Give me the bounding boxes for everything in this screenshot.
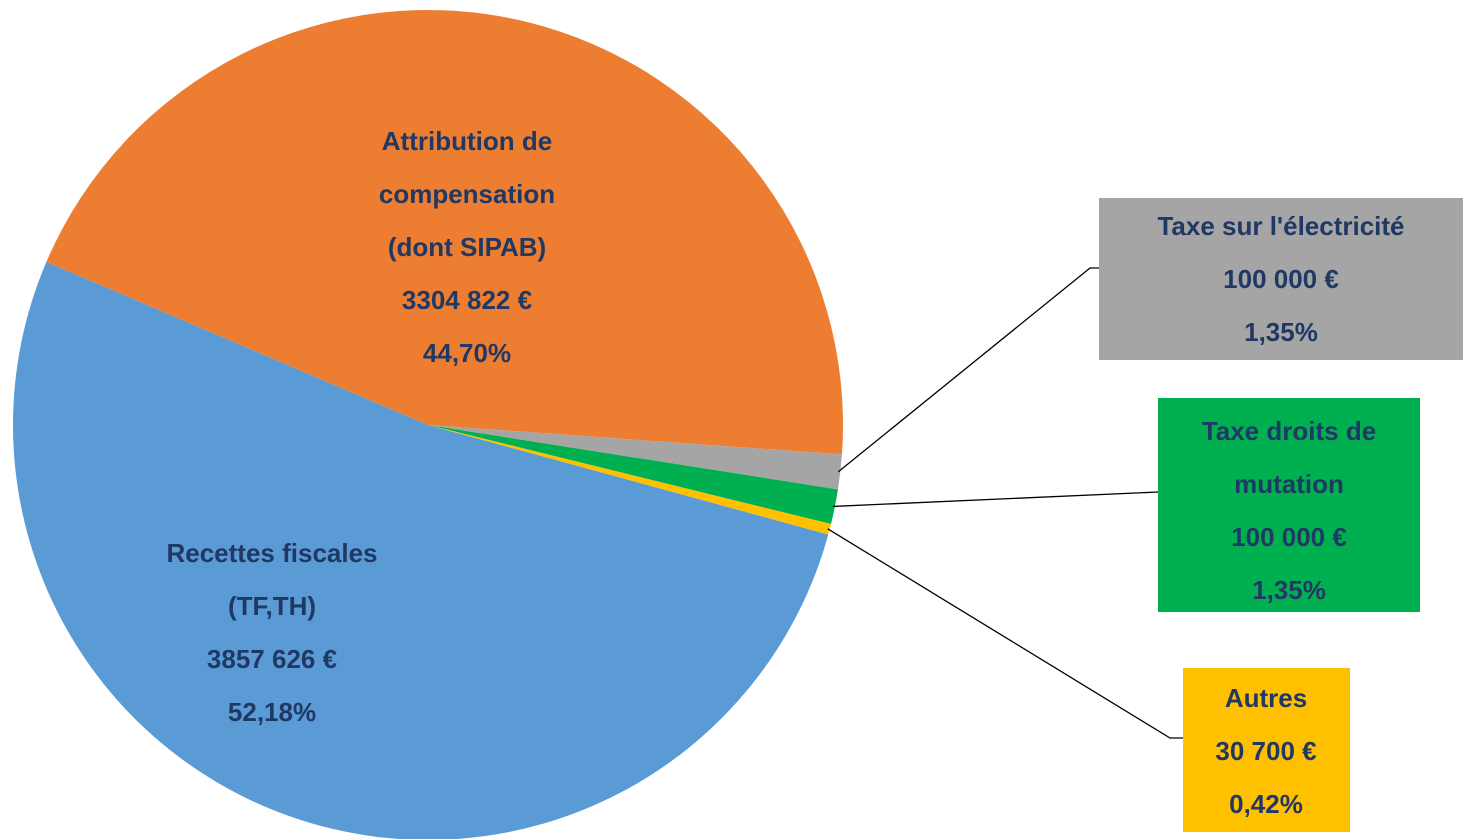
slice-label: mutation [1234,469,1344,499]
leader-line [837,267,1099,473]
value-label: 3857 626 € [207,644,337,674]
percent-label: 0,42% [1229,789,1303,819]
percent-label: 52,18% [228,697,316,727]
slice-label: Taxe droits de [1202,416,1376,446]
slice-label: Attribution de [382,126,552,156]
pie-slice [428,425,838,525]
value-label: 3304 822 € [402,285,532,315]
slice-label: Autres [1225,683,1307,713]
label-box [1183,668,1350,832]
leader-line [827,528,1183,739]
pie-slice [46,10,844,455]
slice-label: compensation [379,179,555,209]
percent-label: 1,35% [1252,575,1326,605]
percent-label: 1,35% [1244,317,1318,347]
slice-label: (dont SIPAB) [388,232,546,262]
slice-label: (TF,TH) [228,591,316,621]
label-box [1158,398,1420,612]
pie-slice [428,425,832,535]
label-box [1099,198,1463,360]
slice-label: Recettes fiscales [166,538,377,568]
percent-label: 44,70% [423,338,511,368]
value-label: 100 000 € [1231,522,1347,552]
value-label: 100 000 € [1223,264,1339,294]
value-label: 30 700 € [1215,736,1316,766]
leader-line [832,491,1159,508]
slice-label: Taxe sur l'électricité [1157,211,1404,241]
pie-slice [12,261,829,839]
pie-slice [428,425,842,490]
